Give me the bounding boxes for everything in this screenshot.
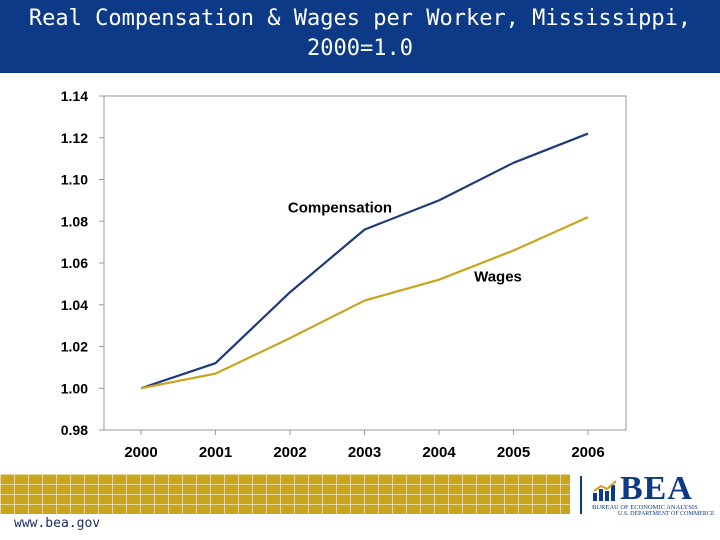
y-tick-label: 1.02 bbox=[61, 339, 88, 355]
y-tick-label: 0.98 bbox=[61, 422, 88, 438]
series-label-compensation: Compensation bbox=[288, 200, 392, 217]
logo-text: BEA bbox=[620, 470, 693, 507]
x-tick-label: 2001 bbox=[199, 444, 232, 461]
x-tick-label: 2005 bbox=[497, 444, 530, 461]
website-url[interactable]: www.bea.gov bbox=[14, 516, 101, 531]
series-line-wages bbox=[140, 216, 589, 390]
y-tick-label: 1.10 bbox=[61, 172, 88, 188]
x-tick-label: 2002 bbox=[273, 444, 306, 461]
logo-divider bbox=[580, 476, 582, 514]
logo-subtitle: BUREAU OF ECONOMIC ANALYSIS bbox=[592, 504, 698, 511]
y-tick-label: 1.08 bbox=[61, 213, 88, 229]
y-tick-label: 1.14 bbox=[61, 88, 88, 104]
x-tick-label: 2004 bbox=[422, 444, 456, 461]
series-label-wages: Wages bbox=[474, 269, 522, 286]
bar-graph-icon bbox=[593, 480, 617, 501]
line-chart: 1.14 1.12 1.10 1.08 1.06 1.04 1.02 1.00 0.98 200… bbox=[61, 88, 627, 461]
y-tick-label: 1.00 bbox=[61, 380, 88, 396]
x-tick-label: 2006 bbox=[571, 444, 604, 461]
y-tick-label: 1.04 bbox=[61, 297, 88, 313]
y-tick-label: 1.12 bbox=[61, 130, 88, 146]
slide-title-line-2: 2000=1.0 bbox=[307, 36, 413, 61]
x-tick-label: 2003 bbox=[348, 444, 381, 461]
series-line-compensation bbox=[140, 132, 589, 390]
logo-department: U.S. DEPARTMENT OF COMMERCE bbox=[618, 511, 715, 517]
y-tick-label: 1.06 bbox=[61, 255, 88, 271]
slide-title: Real Compensation & Wages per Worker, Mi… bbox=[0, 0, 720, 73]
footer-grid-decoration bbox=[0, 474, 570, 514]
slide-title-line-1: Real Compensation & Wages per Worker, Mi… bbox=[28, 6, 692, 31]
bea-logo: BEA BUREAU OF ECONOMIC ANALYSIS U.S. DEP… bbox=[592, 470, 716, 517]
x-tick-label: 2000 bbox=[124, 444, 157, 461]
